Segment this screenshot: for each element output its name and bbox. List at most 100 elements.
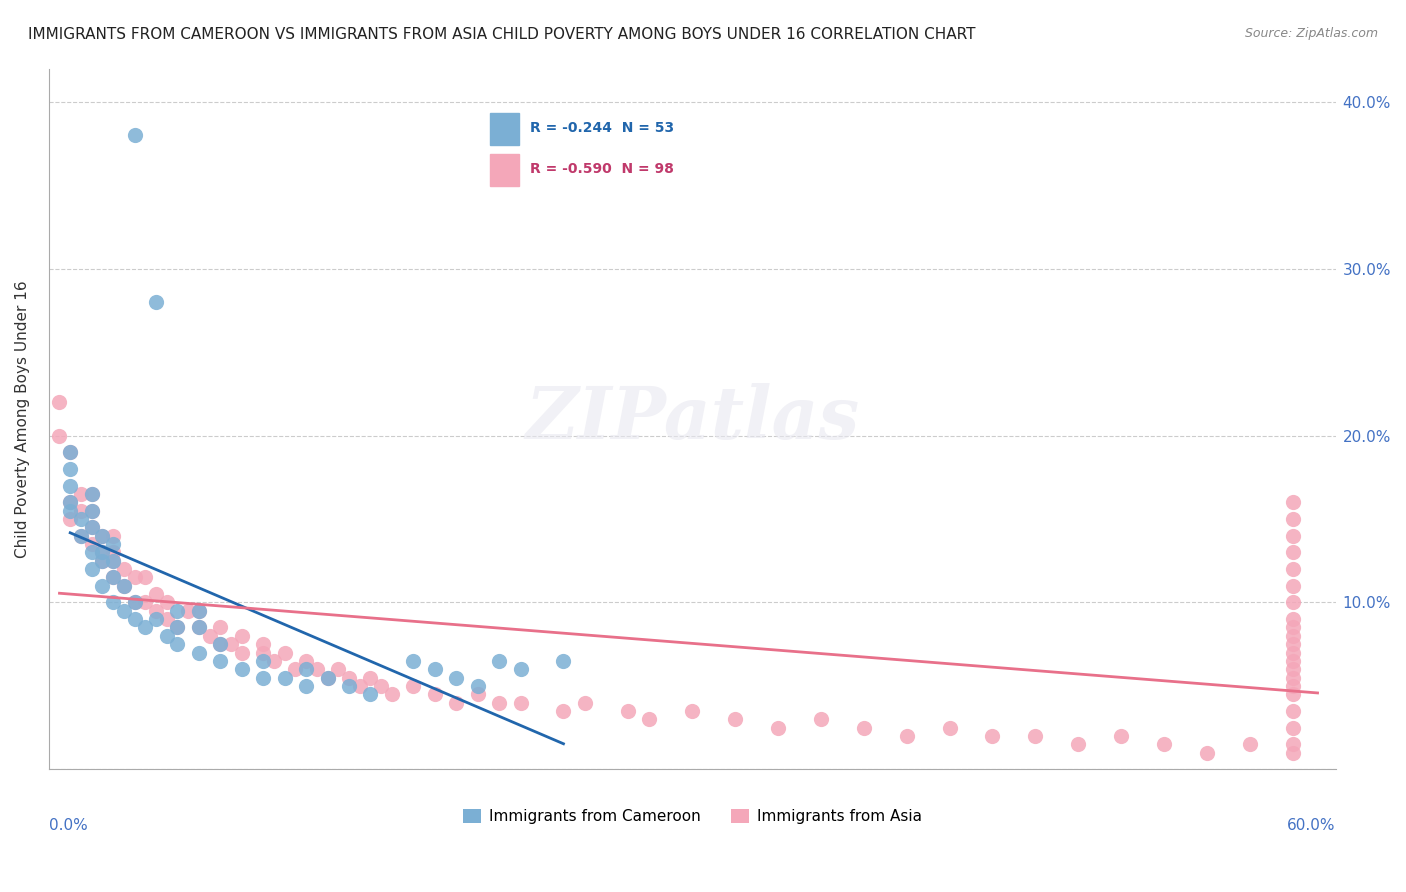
- Point: [124, 128, 146, 143]
- Point: [423, 662, 446, 676]
- Point: [59, 512, 82, 526]
- Point: [134, 595, 156, 609]
- Point: [724, 712, 747, 726]
- Point: [284, 662, 307, 676]
- Point: [1281, 679, 1303, 693]
- Point: [231, 629, 253, 643]
- Point: [1281, 637, 1303, 651]
- Point: [1281, 737, 1303, 751]
- Point: [80, 562, 103, 576]
- Point: [70, 529, 93, 543]
- Point: [101, 554, 124, 568]
- Point: [80, 520, 103, 534]
- Point: [91, 529, 114, 543]
- Point: [101, 595, 124, 609]
- Point: [252, 637, 274, 651]
- Point: [166, 637, 188, 651]
- Point: [48, 395, 70, 409]
- Point: [166, 620, 188, 634]
- Point: [80, 545, 103, 559]
- Point: [316, 671, 339, 685]
- Point: [1281, 629, 1303, 643]
- Point: [1281, 646, 1303, 660]
- Point: [766, 721, 789, 735]
- Point: [488, 654, 510, 668]
- Point: [209, 654, 232, 668]
- Point: [91, 545, 114, 559]
- Point: [59, 462, 82, 476]
- Point: [101, 545, 124, 559]
- Point: [124, 612, 146, 626]
- Point: [134, 570, 156, 584]
- Point: [1281, 704, 1303, 718]
- Point: [209, 620, 232, 634]
- Point: [316, 671, 339, 685]
- Point: [145, 604, 167, 618]
- Point: [337, 671, 360, 685]
- Point: [112, 604, 135, 618]
- Point: [981, 729, 1004, 743]
- Point: [91, 554, 114, 568]
- Point: [231, 662, 253, 676]
- Point: [252, 654, 274, 668]
- Point: [145, 612, 167, 626]
- Point: [91, 529, 114, 543]
- Point: [59, 445, 82, 459]
- Point: [1195, 746, 1218, 760]
- Point: [252, 646, 274, 660]
- Point: [852, 721, 875, 735]
- Point: [231, 646, 253, 660]
- Point: [359, 687, 381, 701]
- Point: [70, 529, 93, 543]
- Point: [101, 554, 124, 568]
- Point: [80, 537, 103, 551]
- Point: [1281, 671, 1303, 685]
- Point: [1281, 529, 1303, 543]
- Point: [444, 671, 467, 685]
- Point: [156, 629, 179, 643]
- Point: [1281, 746, 1303, 760]
- Point: [59, 504, 82, 518]
- Point: [328, 662, 350, 676]
- Point: [252, 671, 274, 685]
- Point: [112, 579, 135, 593]
- Point: [1153, 737, 1175, 751]
- Legend: Immigrants from Cameroon, Immigrants from Asia: Immigrants from Cameroon, Immigrants fro…: [456, 801, 929, 831]
- Point: [187, 620, 209, 634]
- Point: [1281, 687, 1303, 701]
- Point: [402, 679, 425, 693]
- Point: [91, 545, 114, 559]
- Point: [101, 529, 124, 543]
- Point: [337, 679, 360, 693]
- Point: [553, 704, 575, 718]
- Text: 60.0%: 60.0%: [1286, 818, 1336, 833]
- Point: [70, 504, 93, 518]
- Point: [295, 679, 318, 693]
- Point: [112, 562, 135, 576]
- Point: [1239, 737, 1261, 751]
- Point: [187, 604, 209, 618]
- Point: [1281, 595, 1303, 609]
- Point: [1281, 579, 1303, 593]
- Text: ZIPatlas: ZIPatlas: [524, 384, 859, 454]
- Point: [359, 671, 381, 685]
- Point: [91, 579, 114, 593]
- Point: [177, 604, 200, 618]
- Point: [91, 554, 114, 568]
- Point: [553, 654, 575, 668]
- Point: [295, 654, 318, 668]
- Point: [156, 595, 179, 609]
- Point: [467, 687, 489, 701]
- Point: [145, 587, 167, 601]
- Point: [402, 654, 425, 668]
- Point: [59, 495, 82, 509]
- Point: [187, 646, 209, 660]
- Point: [574, 696, 596, 710]
- Point: [209, 637, 232, 651]
- Point: [112, 579, 135, 593]
- Point: [1281, 662, 1303, 676]
- Point: [124, 595, 146, 609]
- Point: [59, 478, 82, 492]
- Point: [305, 662, 328, 676]
- Text: IMMIGRANTS FROM CAMEROON VS IMMIGRANTS FROM ASIA CHILD POVERTY AMONG BOYS UNDER : IMMIGRANTS FROM CAMEROON VS IMMIGRANTS F…: [28, 27, 976, 42]
